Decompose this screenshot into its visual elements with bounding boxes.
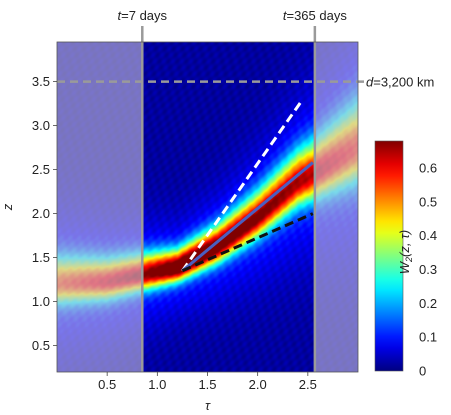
x-tick-label: 1.5 <box>198 377 216 392</box>
colorbar-tick-label: 0 <box>419 364 426 379</box>
x-tick-label: 1.0 <box>148 377 166 392</box>
shaded-region-right <box>314 42 358 372</box>
y-tick-label: 2.0 <box>32 206 50 221</box>
x-tick-label: 2.5 <box>299 377 317 392</box>
x-axis: 0.5 1.0 1.5 2.0 2.5 <box>98 372 317 392</box>
y-axis-label: z <box>0 203 15 211</box>
colorbar-tick-label: 0.2 <box>419 296 437 311</box>
depth-marker: d=3,200 km <box>57 75 434 90</box>
y-tick-label: 2.5 <box>32 162 50 177</box>
y-tick-label: 1.5 <box>32 250 50 265</box>
y-tick-label: 3.0 <box>32 118 50 133</box>
x-tick-label: 0.5 <box>98 377 116 392</box>
depth-marker-label: d=3,200 km <box>366 75 434 90</box>
colorbar-tick-label: 0.3 <box>419 262 437 277</box>
time-marker-label: t=365 days <box>283 8 347 23</box>
trend-lines <box>181 98 314 273</box>
colorbar-ticks: 0 0.1 0.2 0.3 0.4 0.5 0.6 <box>419 161 437 379</box>
blue-solid-line <box>181 161 314 272</box>
y-tick-label: 1.0 <box>32 294 50 309</box>
shaded-region-left <box>57 42 143 372</box>
colorbar: 0 0.1 0.2 0.3 0.4 0.5 0.6 W2(z, τ) <box>374 140 437 379</box>
y-axis: 0.5 1.0 1.5 2.0 2.5 3.0 3.5 <box>32 74 57 353</box>
colorbar-tick-label: 0.4 <box>419 228 437 243</box>
y-tick-label: 0.5 <box>32 338 50 353</box>
colorbar-tick-label: 0.5 <box>419 194 437 209</box>
x-tick-label: 2.0 <box>249 377 267 392</box>
colorbar-tick-label: 0.6 <box>419 161 437 176</box>
time-marker-label: t=7 days <box>118 8 168 23</box>
colorbar-gradient <box>374 140 404 372</box>
time-markers: t=7 days t=365 days <box>118 8 347 372</box>
x-axis-label: τ <box>205 398 211 413</box>
colorbar-tick-label: 0.1 <box>419 330 437 345</box>
colorbar-label: W2(z, τ) <box>397 230 414 275</box>
white-dashed-line <box>181 98 305 272</box>
y-tick-label: 3.5 <box>32 74 50 89</box>
black-dashed-line <box>181 212 314 273</box>
